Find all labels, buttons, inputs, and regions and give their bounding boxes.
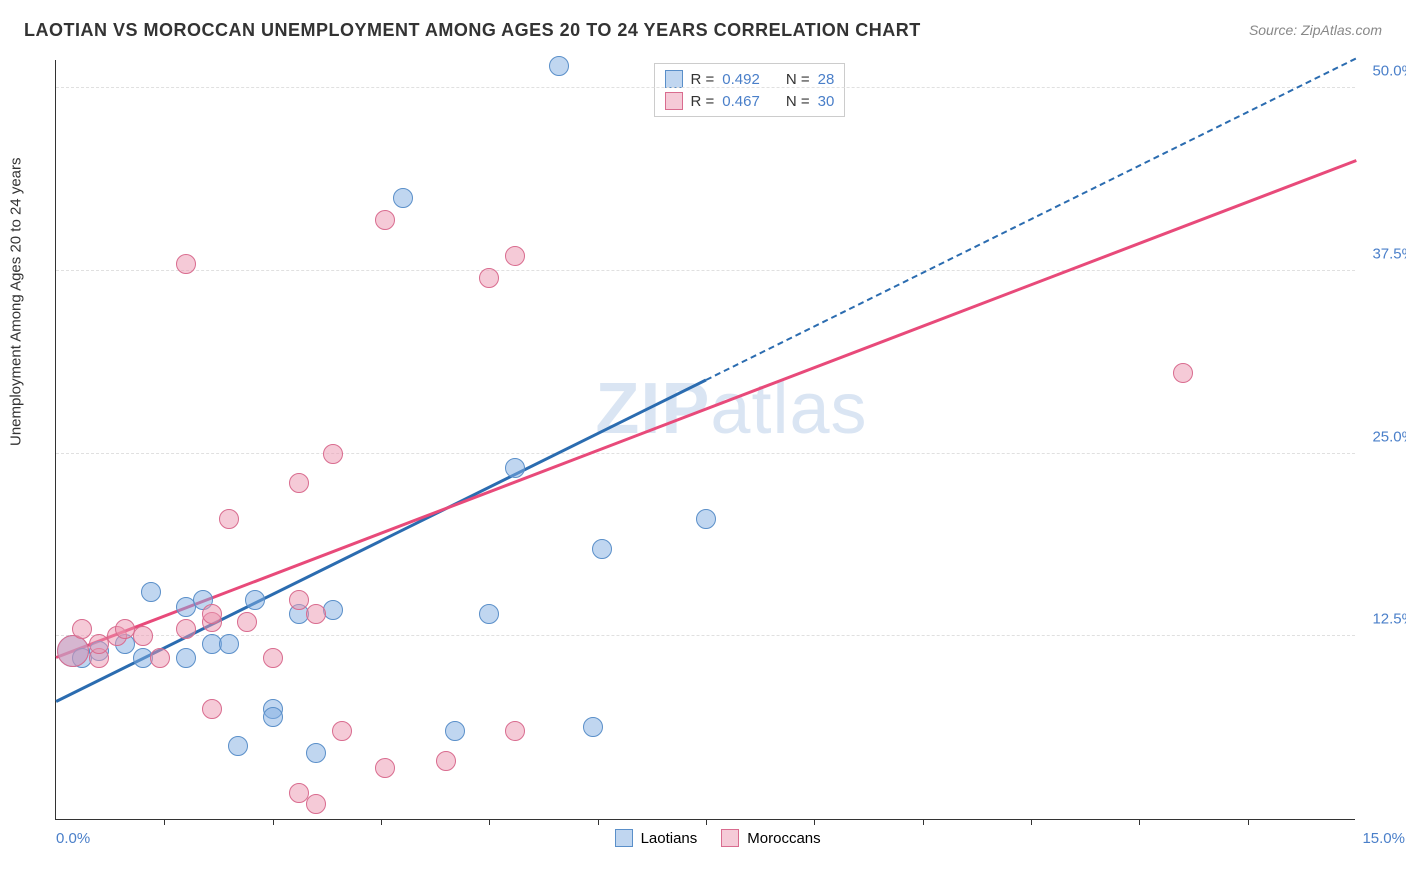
x-tick [1139, 819, 1140, 825]
regression-line [56, 159, 1357, 658]
scatter-point [72, 619, 92, 639]
x-tick [381, 819, 382, 825]
bottom-legend: Laotians Moroccans [615, 829, 821, 847]
stats-swatch [665, 70, 683, 88]
scatter-point [263, 648, 283, 668]
source-label: Source: ZipAtlas.com [1249, 22, 1382, 38]
x-tick [489, 819, 490, 825]
y-tick-label: 25.0% [1372, 428, 1406, 445]
stats-r-value: 0.467 [722, 93, 760, 110]
legend-item: Laotians [615, 829, 698, 847]
scatter-point [323, 600, 343, 620]
scatter-point [289, 473, 309, 493]
scatter-point [696, 509, 716, 529]
scatter-point [306, 794, 326, 814]
scatter-point [228, 736, 248, 756]
legend-label: Laotians [641, 830, 698, 847]
scatter-point [176, 648, 196, 668]
scatter-point [202, 699, 222, 719]
x-tick [923, 819, 924, 825]
x-tick [164, 819, 165, 825]
x-axis-min-label: 0.0% [56, 830, 90, 847]
scatter-point [219, 509, 239, 529]
scatter-point [549, 56, 569, 76]
x-tick [1031, 819, 1032, 825]
scatter-point [479, 604, 499, 624]
stats-r-label: R = [691, 71, 715, 88]
watermark: ZIPatlas [595, 368, 867, 450]
x-axis-max-label: 15.0% [1362, 830, 1405, 847]
scatter-point [237, 612, 257, 632]
scatter-point [375, 210, 395, 230]
scatter-point [141, 582, 161, 602]
x-tick [273, 819, 274, 825]
scatter-point [306, 743, 326, 763]
gridline [56, 87, 1355, 88]
scatter-point [583, 717, 603, 737]
legend-item: Moroccans [721, 829, 820, 847]
legend-swatch [721, 829, 739, 847]
legend-label: Moroccans [747, 830, 820, 847]
scatter-point [202, 604, 222, 624]
scatter-point [505, 458, 525, 478]
scatter-point [176, 619, 196, 639]
scatter-point [57, 635, 89, 667]
chart-plot-area: ZIPatlas R =0.492N =28R =0.467N =30 0.0%… [55, 60, 1355, 820]
stats-n-value: 30 [818, 93, 835, 110]
x-tick [598, 819, 599, 825]
stats-row: R = 0.467 N = 30 [665, 90, 835, 112]
x-tick [1248, 819, 1249, 825]
scatter-point [323, 444, 343, 464]
stats-swatch [665, 92, 683, 110]
stats-n-value: 28 [818, 71, 835, 88]
scatter-point [245, 590, 265, 610]
gridline [56, 635, 1355, 636]
scatter-point [479, 268, 499, 288]
scatter-point [445, 721, 465, 741]
gridline [56, 453, 1355, 454]
scatter-point [1173, 363, 1193, 383]
y-tick-label: 12.5% [1372, 611, 1406, 628]
watermark-light: atlas [710, 369, 867, 449]
scatter-point [219, 634, 239, 654]
scatter-point [505, 246, 525, 266]
scatter-point [133, 626, 153, 646]
y-tick-label: 37.5% [1372, 245, 1406, 262]
scatter-point [176, 254, 196, 274]
chart-title: LAOTIAN VS MOROCCAN UNEMPLOYMENT AMONG A… [24, 20, 921, 41]
scatter-point [393, 188, 413, 208]
scatter-point [306, 604, 326, 624]
y-axis-title: Unemployment Among Ages 20 to 24 years [8, 157, 25, 446]
scatter-point [375, 758, 395, 778]
x-tick [814, 819, 815, 825]
gridline [56, 270, 1355, 271]
scatter-point [332, 721, 352, 741]
y-tick-label: 50.0% [1372, 63, 1406, 80]
scatter-point [263, 707, 283, 727]
legend-swatch [615, 829, 633, 847]
scatter-point [289, 783, 309, 803]
stats-r-label: R = [691, 93, 715, 110]
x-tick [706, 819, 707, 825]
scatter-point [150, 648, 170, 668]
stats-n-label: N = [786, 93, 810, 110]
scatter-point [436, 751, 456, 771]
watermark-bold: ZIP [595, 369, 710, 449]
stats-r-value: 0.492 [722, 71, 760, 88]
scatter-point [592, 539, 612, 559]
stats-n-label: N = [786, 71, 810, 88]
stats-legend-box: R = 0.492 N = 28 R = 0.467 N = 30 [654, 63, 846, 117]
scatter-point [289, 590, 309, 610]
scatter-point [505, 721, 525, 741]
